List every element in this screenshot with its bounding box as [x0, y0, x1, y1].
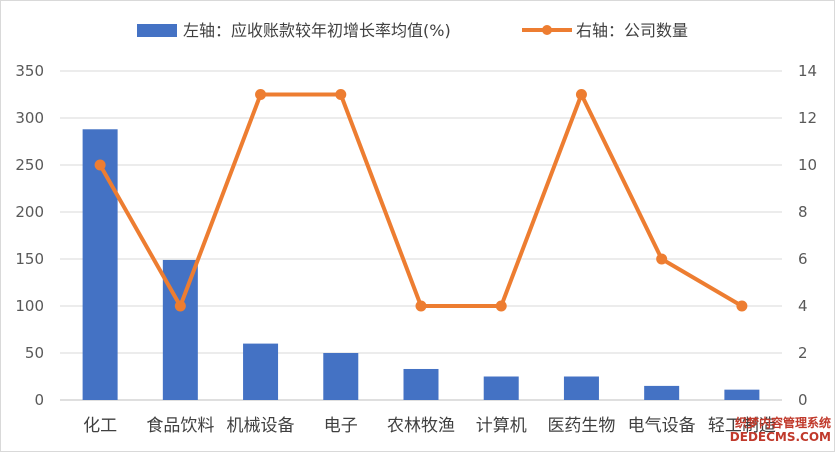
category-label: 电子	[324, 416, 358, 436]
line-point	[94, 159, 106, 171]
watermark: 织梦内容管理系统 DEDECMS.COM	[730, 416, 831, 444]
bar	[323, 353, 359, 400]
left-tick-label: 150	[15, 250, 44, 268]
category-label: 轻工制造	[708, 416, 776, 436]
category-label: 化工	[83, 416, 117, 436]
right-tick-label: 12	[798, 109, 817, 127]
left-tick-label: 200	[15, 203, 44, 221]
left-tick-label: 250	[15, 156, 44, 174]
line-point	[335, 89, 347, 100]
line-point	[174, 300, 186, 312]
line-point	[656, 253, 668, 265]
category-label: 食品饮料	[146, 416, 214, 436]
left-tick-label: 0	[34, 391, 44, 409]
legend-bar-label: 左轴：应收账款较年初增长率均值(%)	[183, 21, 451, 40]
left-tick-label: 300	[15, 109, 44, 127]
left-tick-label: 350	[15, 62, 44, 80]
category-label: 医药生物	[547, 416, 615, 436]
right-tick-label: 4	[798, 297, 808, 315]
line-point	[575, 89, 587, 100]
bar	[82, 129, 118, 400]
right-tick-label: 6	[798, 250, 808, 268]
category-label: 机械设备	[227, 416, 295, 436]
right-axis-ticks: 0 2 4 6 8 10 12 14	[798, 62, 817, 409]
bar	[724, 389, 760, 400]
bar	[403, 368, 439, 400]
bar	[644, 385, 680, 400]
line-point	[255, 89, 267, 100]
legend-line-label: 右轴：公司数量	[576, 21, 688, 40]
bar	[563, 376, 599, 400]
category-label: 计算机	[476, 416, 527, 436]
line-point	[736, 300, 748, 312]
legend-line-marker	[542, 25, 552, 35]
bar	[243, 343, 279, 400]
line-point	[415, 300, 427, 312]
right-tick-label: 8	[798, 203, 808, 221]
legend: 左轴：应收账款较年初增长率均值(%) 右轴：公司数量	[137, 21, 688, 40]
left-tick-label: 50	[25, 344, 44, 362]
line-series	[94, 89, 748, 312]
category-label: 农林牧渔	[387, 416, 455, 436]
watermark-line1: 织梦内容管理系统	[734, 416, 831, 430]
bar	[483, 376, 519, 400]
watermark-line2: DEDECMS.COM	[729, 430, 831, 444]
left-axis-ticks: 0 50 100 150 200 250 300 350	[15, 62, 44, 409]
right-tick-label: 0	[798, 391, 808, 409]
bar-series	[82, 129, 760, 400]
right-tick-label: 14	[798, 62, 817, 80]
left-tick-label: 100	[15, 297, 44, 315]
legend-bar-swatch	[137, 24, 177, 37]
category-label: 电气设备	[628, 416, 696, 436]
category-labels: 化工 食品饮料 机械设备 电子 农林牧渔 计算机 医药生物 电气设备 轻工制造	[83, 416, 776, 436]
right-tick-label: 2	[798, 344, 808, 362]
right-tick-label: 10	[798, 156, 817, 174]
line-point	[495, 300, 507, 312]
